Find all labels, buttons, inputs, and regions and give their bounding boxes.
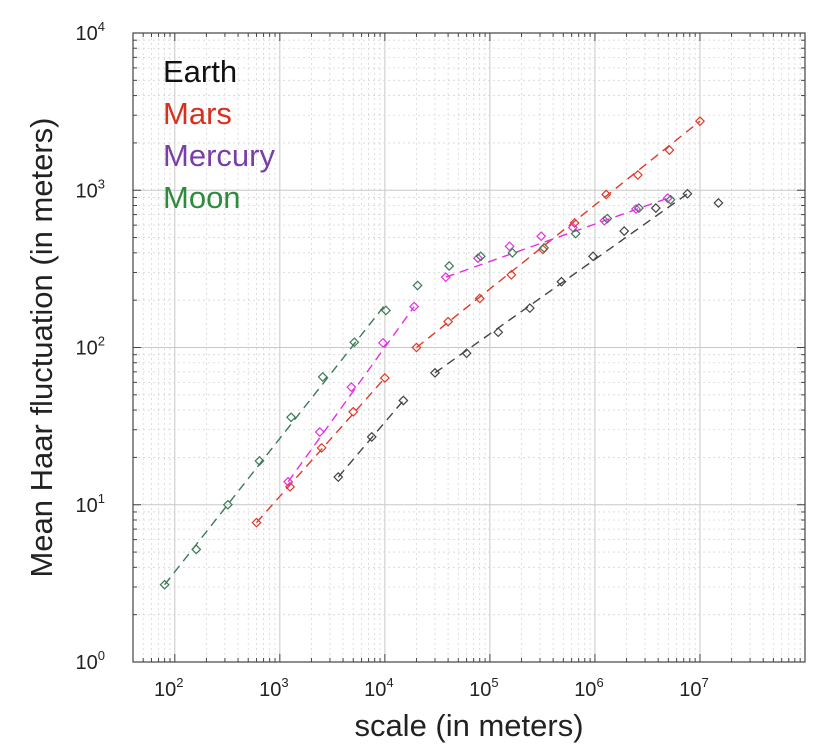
moon-data-point — [665, 194, 676, 205]
y-tick-label: 104 — [76, 19, 105, 45]
moon-data-point — [222, 499, 233, 510]
moon-data-point — [633, 203, 644, 214]
mercury-data-point — [536, 231, 547, 242]
mercury-data-point — [377, 337, 389, 348]
earth-data-point — [524, 303, 535, 314]
moon-data-point — [475, 251, 486, 262]
mars-data-point — [251, 517, 262, 528]
legend: Earth Mars Mercury Moon — [163, 54, 275, 215]
earth-data-point — [713, 197, 724, 209]
moon-data-point — [380, 305, 391, 316]
mercury-data-point — [630, 203, 642, 215]
y-tick-label: 100 — [76, 648, 105, 674]
mercury-data-point — [440, 272, 451, 283]
mars-data-point — [632, 169, 643, 181]
grid — [132, 32, 806, 663]
earth-data-point — [619, 226, 630, 237]
mars-data-point — [443, 316, 454, 327]
mars-data-point — [506, 269, 517, 280]
mercury-fit-line — [287, 306, 415, 483]
earth-data-point — [398, 395, 409, 406]
x-tick-label: 106 — [574, 675, 603, 701]
mars-data-point — [569, 217, 580, 228]
mars-data-point — [379, 372, 390, 384]
mars-data-point — [411, 342, 422, 353]
mercury-data-point — [409, 301, 420, 312]
earth-data-point — [333, 472, 344, 483]
y-axis-title: Mean Haar fluctuation (in meters) — [24, 117, 59, 577]
legend-entry-mercury: Mercury — [163, 138, 275, 173]
y-tick-label: 102 — [76, 334, 105, 360]
moon-data-point — [412, 280, 423, 291]
legend-entry-earth: Earth — [163, 54, 237, 89]
moon-data-point — [159, 579, 170, 590]
x-tick-label: 105 — [469, 675, 498, 701]
mars-data-point — [601, 189, 612, 200]
x-tick-label: 102 — [154, 675, 183, 701]
mercury-data-point — [314, 426, 325, 438]
earth-data-point — [682, 188, 693, 199]
legend-entry-mars: Mars — [163, 96, 232, 131]
legend-entry-moon: Moon — [163, 180, 241, 215]
moon-data-point — [507, 247, 518, 258]
moon-data-point — [538, 242, 550, 253]
x-tick-label: 107 — [679, 675, 708, 701]
x-tick-label: 104 — [364, 675, 393, 701]
moon-data-point — [349, 337, 360, 348]
mars-data-point — [474, 293, 485, 304]
mars-data-point — [316, 442, 327, 453]
mercury-data-point — [504, 241, 515, 252]
mars-data-point — [664, 145, 675, 156]
earth-data-point — [461, 348, 472, 359]
moon-data-point — [254, 455, 265, 466]
earth-data-point — [556, 276, 567, 287]
mercury-data-point — [283, 476, 294, 487]
earth-data-point — [366, 431, 377, 442]
y-tick-label: 103 — [76, 176, 105, 202]
earth-data-point — [588, 251, 599, 262]
earth-fit-line — [337, 400, 404, 478]
moon-data-point — [444, 260, 455, 272]
mars-data-point — [348, 406, 359, 417]
earth-data-point — [429, 367, 441, 378]
mars-data-point — [694, 116, 706, 127]
y-tick-label: 101 — [76, 491, 105, 517]
mercury-data-point — [346, 382, 357, 393]
x-tick-label: 103 — [259, 675, 288, 701]
axis-ticks — [132, 32, 806, 663]
moon-data-point — [286, 412, 297, 423]
moon-data-point — [191, 544, 202, 555]
moon-data-point — [602, 213, 613, 224]
earth-fit-line — [434, 193, 688, 374]
x-tick-labels: 102 103 104 105 106 107 — [154, 675, 709, 701]
data-points — [159, 116, 724, 590]
earth-data-point — [493, 327, 504, 338]
mercury-data-point — [662, 193, 673, 204]
mars-fit-line — [416, 120, 701, 349]
moon-data-point — [317, 371, 328, 382]
earth-data-point — [650, 203, 661, 214]
y-tick-labels: 100 101 102 103 104 — [76, 19, 105, 674]
moon-data-point — [570, 228, 581, 239]
mercury-fit-line — [445, 197, 668, 278]
mercury-data-point — [599, 215, 610, 226]
moon-fit-line — [164, 303, 387, 586]
x-axis-title: scale (in meters) — [354, 708, 583, 743]
mercury-data-point — [472, 253, 484, 264]
